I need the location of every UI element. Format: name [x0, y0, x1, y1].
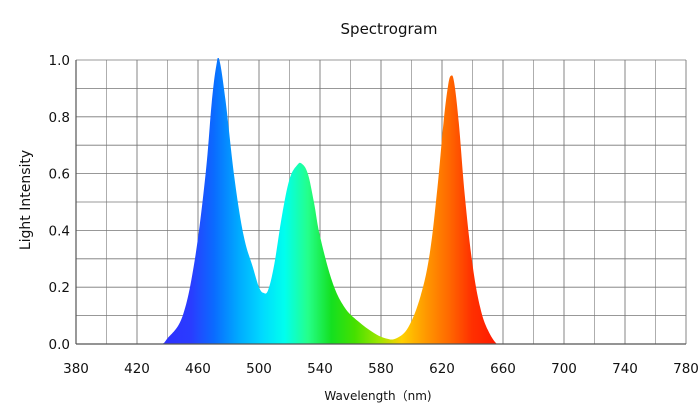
plot-area — [76, 58, 686, 344]
x-tick-label: 380 — [63, 361, 89, 377]
x-tick-label: 740 — [612, 361, 638, 377]
x-tick-label: 500 — [246, 361, 272, 377]
spectrum-area — [76, 58, 686, 344]
y-tick-label: 0.4 — [49, 223, 70, 239]
x-tick-label: 780 — [673, 361, 699, 377]
y-tick-label: 1.0 — [49, 53, 70, 69]
y-tick-labels: 0.0 0.2 0.4 0.6 0.8 1.0 — [49, 53, 70, 353]
y-axis-title: Light Intensity — [18, 150, 34, 250]
y-tick-label: 0.0 — [49, 337, 70, 353]
y-tick-label: 0.8 — [49, 110, 70, 126]
x-tick-labels: 380 420 460 500 540 580 620 660 700 740 780 — [63, 361, 699, 377]
chart-title: Spectrogram — [341, 20, 438, 38]
x-tick-label: 580 — [368, 361, 394, 377]
y-tick-label: 0.6 — [49, 167, 70, 183]
x-tick-label: 540 — [307, 361, 333, 377]
x-tick-label: 460 — [185, 361, 211, 377]
y-tick-label: 0.2 — [49, 280, 70, 296]
x-tick-label: 700 — [551, 361, 577, 377]
x-axis-title: Wavelength（nm) — [324, 389, 431, 403]
x-tick-label: 420 — [124, 361, 150, 377]
grid-lines — [75, 59, 687, 345]
axes — [75, 60, 686, 345]
x-tick-label: 660 — [490, 361, 516, 377]
x-tick-label: 620 — [429, 361, 455, 377]
